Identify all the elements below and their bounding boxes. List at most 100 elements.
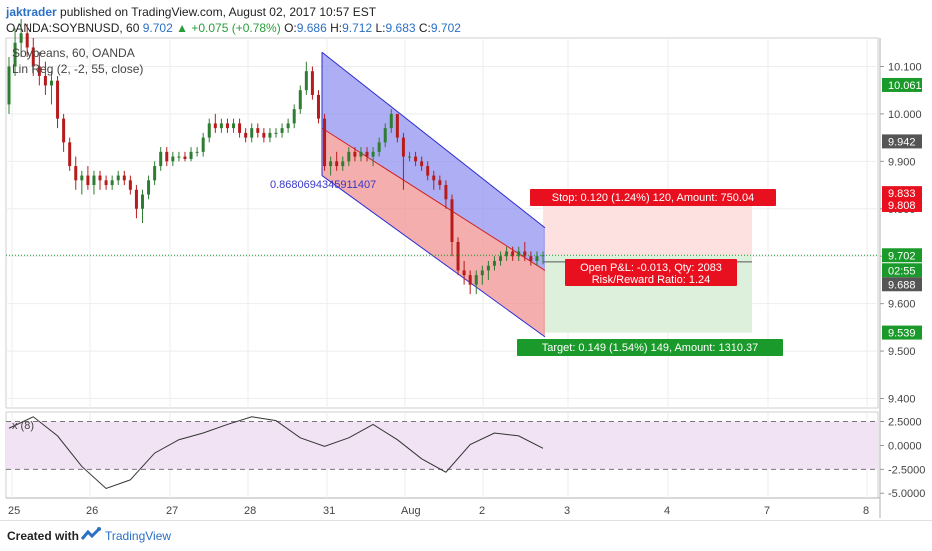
- candle-body: [134, 189, 138, 209]
- tradingview-brand-link[interactable]: TradingView: [105, 529, 172, 543]
- price-change: +0.075 (+0.78%): [191, 21, 281, 35]
- candle-body: [486, 265, 490, 271]
- oscillator-line: [8, 416, 544, 490]
- x-tick-label: 3: [564, 505, 570, 517]
- footer: Created with TradingView: [0, 520, 932, 551]
- candle-body: [316, 94, 320, 119]
- candle-body: [353, 151, 357, 157]
- candle-body: [37, 66, 41, 76]
- linreg-lower-band: [322, 128, 545, 337]
- candle-body: [159, 151, 163, 167]
- candle-body: [92, 175, 96, 186]
- trading-chart[interactable]: 2526272831Aug2347810.10010.0009.9009.800…: [0, 0, 932, 520]
- candle-body: [383, 128, 387, 143]
- tag-hi-text: 10.061: [888, 80, 922, 92]
- candle-body: [244, 132, 248, 138]
- candle-body: [408, 156, 411, 158]
- close-label: C:: [418, 21, 431, 35]
- low-value: 9.683: [385, 21, 416, 35]
- candle-body: [474, 275, 478, 285]
- x-tick-label: 2: [479, 505, 485, 517]
- tag-stop2-box: [882, 197, 922, 212]
- candle-body: [480, 270, 484, 276]
- series-legend[interactable]: Soybeans, 60, OANDA: [12, 46, 135, 60]
- tag-entry-box: [882, 277, 922, 292]
- candle-body: [359, 151, 363, 157]
- candle-body: [371, 151, 375, 157]
- candle-body: [31, 47, 35, 67]
- candle-body: [183, 156, 187, 159]
- candle-body: [153, 166, 157, 181]
- candle-body: [171, 156, 175, 162]
- candle-body: [462, 270, 466, 276]
- candle-body: [444, 185, 448, 200]
- candle-body: [529, 256, 533, 261]
- candle-body: [225, 123, 229, 129]
- candle-body: [141, 194, 144, 209]
- linreg-upper-line: [321, 51, 546, 229]
- x-tick-label: 27: [166, 505, 178, 517]
- osc-y-tick-label: 2.5000: [888, 417, 922, 429]
- candle-body: [201, 137, 205, 152]
- pnl-label-text: Risk/Reward Ratio: 1.24: [592, 274, 711, 286]
- published-text: published on TradingView.com, August 02,…: [60, 5, 377, 19]
- x-tick-label: 28: [244, 505, 256, 517]
- target-label-box: [517, 339, 783, 356]
- candle-body: [438, 180, 442, 186]
- osc-y-tick-label: -5.0000: [888, 488, 925, 500]
- candle-body: [517, 251, 521, 257]
- y-tick-label: 9.500: [888, 346, 916, 358]
- candle-body: [274, 132, 278, 134]
- symbol-label: OANDA:SOYBNUSD, 60: [6, 21, 140, 35]
- candle-body: [49, 80, 53, 86]
- candle-body: [304, 71, 308, 91]
- x-tick-label: 8: [863, 505, 869, 517]
- candle-body: [456, 241, 460, 271]
- candle-body: [219, 123, 223, 129]
- candle-body: [262, 132, 266, 138]
- up-arrow-icon: ▲: [176, 21, 188, 35]
- candle-body: [147, 180, 151, 195]
- tag-last-box: [882, 248, 922, 263]
- candle-body: [347, 151, 351, 162]
- candle-body: [280, 128, 284, 133]
- tag-last-text: 9.702: [888, 250, 916, 262]
- stop-label-box: [530, 189, 776, 206]
- candle-body: [256, 128, 260, 133]
- candle-body: [414, 156, 418, 162]
- candle-body: [7, 66, 11, 105]
- candle-body: [19, 33, 23, 43]
- x-tick-label: 4: [664, 505, 670, 517]
- candle-body: [292, 109, 296, 124]
- last-price: 9.702: [142, 21, 173, 35]
- candle-body: [116, 175, 120, 181]
- candle-body: [232, 123, 236, 129]
- tag-entry-text: 9.688: [888, 279, 916, 291]
- x-tick-label: Aug: [401, 505, 421, 517]
- high-label: H:: [330, 21, 343, 35]
- publisher-name[interactable]: jaktrader: [6, 5, 57, 19]
- candle-body: [165, 151, 169, 162]
- candle-body: [505, 251, 509, 257]
- candle-body: [177, 156, 181, 158]
- ohlc-line: OANDA:SOYBNUSD, 60 9.702 ▲ +0.075 (+0.78…: [6, 21, 461, 35]
- candle-body: [499, 256, 503, 261]
- candle-body: [401, 137, 405, 157]
- y-tick-label: 9.900: [888, 156, 916, 168]
- oscillator-band: [6, 421, 878, 470]
- candle-body: [110, 180, 114, 186]
- indicator-legend[interactable]: Lin Reg (2, -2, 55, close): [12, 62, 144, 76]
- linreg-lower-line: [321, 175, 546, 338]
- tag-stop2-text: 9.808: [888, 200, 916, 212]
- tag-stop1-text: 9.833: [888, 188, 916, 200]
- candle-body: [250, 128, 254, 138]
- oscillator-legend[interactable]: x (8): [12, 420, 34, 432]
- created-with-label: Created with: [7, 529, 80, 543]
- candle-body: [298, 90, 302, 110]
- x-tick-label: 25: [8, 505, 20, 517]
- stop-label-text: Stop: 0.120 (1.24%) 120, Amount: 750.04: [552, 192, 754, 204]
- tag-countdown-box: [882, 263, 922, 278]
- tag-countdown-text: 02:55: [888, 265, 916, 277]
- candle-body: [365, 151, 369, 157]
- linreg-upper-band: [322, 52, 545, 271]
